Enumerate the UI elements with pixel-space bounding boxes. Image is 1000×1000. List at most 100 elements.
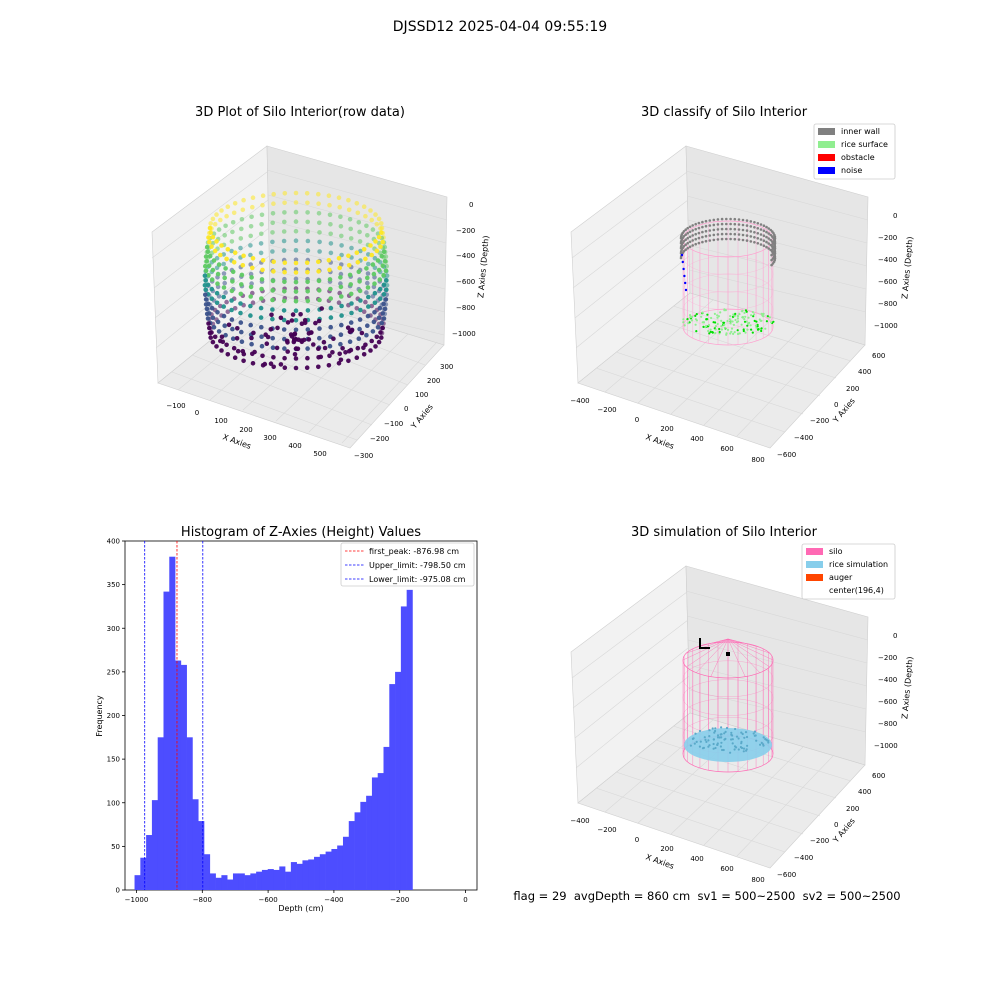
raw-data-point	[215, 291, 220, 296]
raw-data-point	[271, 211, 276, 216]
histogram-bar	[216, 878, 222, 890]
histogram-xtick-label: −800	[193, 896, 212, 904]
raw-data-point	[317, 319, 322, 324]
raw-data-point	[249, 336, 254, 341]
raw-data-point	[238, 311, 243, 316]
raw-data-point	[261, 193, 266, 198]
raw-data-point	[294, 261, 299, 266]
histogram-bar	[407, 590, 413, 890]
inner-wall-point	[738, 223, 741, 226]
raw-data-point	[357, 270, 362, 275]
raw-data-point	[328, 325, 333, 330]
raw-data-point	[241, 359, 246, 364]
raw-data-point	[233, 250, 238, 255]
inner-wall-point	[765, 246, 768, 249]
raw-data-point	[211, 235, 216, 240]
panel-classify-xtick: 400	[690, 435, 703, 443]
inner-wall-point	[713, 229, 716, 232]
raw-data-point	[213, 222, 218, 227]
raw-data-point	[221, 262, 226, 267]
raw-data-point	[206, 316, 211, 321]
raw-data-point	[248, 294, 253, 299]
histogram-bar	[349, 821, 355, 890]
histogram-bar	[372, 777, 378, 890]
panel-raw-ytick: 300	[440, 363, 453, 371]
histogram-bar	[389, 684, 395, 890]
inner-wall-point	[763, 224, 766, 227]
inner-wall-point	[698, 227, 701, 230]
rice-surface-point	[748, 322, 750, 324]
raw-data-point	[263, 362, 268, 367]
raw-data-point	[322, 340, 327, 345]
raw-data-point	[216, 272, 221, 277]
rice-surface-point	[732, 320, 734, 322]
histogram-bar	[308, 859, 314, 890]
inner-wall-point	[713, 239, 716, 242]
inner-wall-point	[770, 244, 773, 247]
raw-data-point	[208, 221, 213, 226]
raw-data-point	[294, 280, 299, 285]
raw-data-point	[378, 287, 383, 292]
panel-raw-ztick-labels: 0 −200 −400 −600 −800 −1000	[452, 201, 476, 338]
raw-data-point	[220, 335, 225, 340]
raw-data-point	[285, 349, 290, 354]
raw-data-point	[222, 276, 227, 281]
rice-surface-point	[734, 331, 736, 333]
raw-data-point	[261, 258, 266, 263]
raw-data-point	[208, 226, 213, 231]
raw-data-point	[230, 289, 235, 294]
rice-simulation-point	[734, 728, 736, 730]
raw-data-point	[357, 220, 362, 225]
rice-surface-point	[752, 311, 754, 313]
raw-data-point	[205, 312, 210, 317]
rice-surface-point	[731, 328, 733, 330]
noise-point	[683, 275, 685, 277]
raw-data-point	[205, 245, 210, 250]
raw-data-point	[289, 332, 294, 337]
inner-wall-point	[729, 218, 732, 221]
raw-data-point	[349, 311, 354, 316]
panel-classify-xtick: 0	[635, 416, 639, 424]
raw-data-point	[355, 355, 360, 360]
raw-data-point	[349, 292, 354, 297]
raw-data-point	[327, 258, 332, 263]
rice-surface-point	[744, 316, 746, 318]
rice-surface-point	[706, 314, 708, 316]
rice-simulation-point	[723, 739, 725, 741]
inner-wall-point	[717, 238, 720, 241]
inner-wall-point	[763, 234, 766, 237]
legend-swatch	[806, 548, 823, 555]
inner-wall-point	[686, 237, 689, 240]
legend-label: Lower_limit: -975.08 cm	[369, 575, 466, 584]
raw-data-point	[381, 263, 386, 268]
rice-surface-point	[729, 318, 731, 320]
raw-data-point	[203, 278, 208, 283]
rice-surface-point	[715, 328, 717, 330]
inner-wall-point	[725, 228, 728, 231]
inner-wall-point	[770, 254, 773, 257]
histogram-bar	[337, 846, 343, 890]
rice-simulation-point	[721, 749, 723, 751]
inner-wall-point	[717, 223, 720, 226]
rice-surface-point	[719, 311, 721, 313]
legend-entry: center(196,4)	[806, 586, 884, 595]
raw-data-point	[222, 314, 227, 319]
rice-simulation-point	[714, 730, 716, 732]
raw-data-point	[229, 298, 234, 303]
raw-data-point	[285, 340, 290, 345]
raw-data-point	[294, 219, 299, 224]
raw-data-point	[294, 299, 299, 304]
rice-surface-point	[757, 325, 759, 327]
raw-data-point	[259, 251, 264, 256]
raw-data-point	[316, 346, 321, 351]
rice-surface-point	[734, 319, 736, 321]
inner-wall-point	[725, 223, 728, 226]
rice-surface-point	[727, 329, 729, 331]
panel-raw-xlabel: X Axies	[221, 432, 252, 451]
raw-data-point	[384, 269, 389, 274]
rice-simulation-point	[702, 747, 704, 749]
raw-data-point	[215, 301, 220, 306]
raw-data-point	[368, 243, 373, 248]
inner-wall-point	[709, 239, 712, 242]
raw-data-point	[364, 266, 369, 271]
